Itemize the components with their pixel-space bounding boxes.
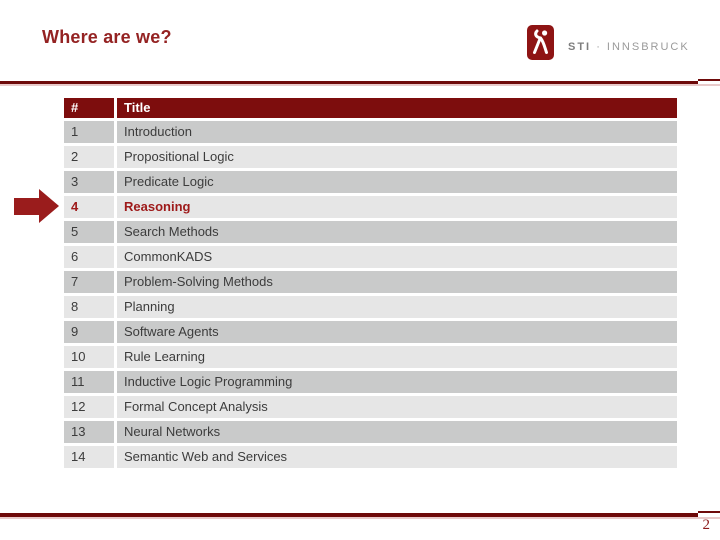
row-number: 11	[64, 371, 114, 393]
logo-text-sti: STI	[568, 41, 592, 53]
table-header-number: #	[64, 98, 114, 118]
row-title: Problem-Solving Methods	[117, 271, 677, 293]
row-number: 4	[64, 196, 114, 218]
table-row: 2 Propositional Logic	[64, 146, 677, 168]
row-title: Semantic Web and Services	[117, 446, 677, 468]
row-number: 13	[64, 421, 114, 443]
current-topic-arrow-icon	[14, 198, 39, 215]
logo-text-separator: ·	[596, 41, 602, 53]
logo-text-innsbruck: INNSBRUCK	[606, 41, 690, 53]
page-title: Where are we?	[42, 27, 172, 47]
table-row: 9 Software Agents	[64, 321, 677, 343]
table-row: 5 Search Methods	[64, 221, 677, 243]
lecture-toc-table: # Title 1 Introduction 2 Propositional L…	[64, 98, 677, 471]
header-divider-line-step	[698, 79, 720, 81]
sti-logo-icon	[527, 25, 554, 60]
header-divider-shadow	[0, 84, 720, 86]
current-topic-arrow-icon-head	[39, 189, 59, 223]
table-row: 8 Planning	[64, 296, 677, 318]
footer-divider-line-step	[698, 511, 720, 513]
footer-divider-line	[0, 513, 698, 517]
row-number: 7	[64, 271, 114, 293]
row-title: Neural Networks	[117, 421, 677, 443]
row-number: 10	[64, 346, 114, 368]
table-header-title: Title	[117, 98, 677, 118]
row-number: 9	[64, 321, 114, 343]
table-row: 6 CommonKADS	[64, 246, 677, 268]
row-number: 1	[64, 121, 114, 143]
row-title: Inductive Logic Programming	[117, 371, 677, 393]
table-row: 12 Formal Concept Analysis	[64, 396, 677, 418]
table-row: 7 Problem-Solving Methods	[64, 271, 677, 293]
row-title: Rule Learning	[117, 346, 677, 368]
table-row: 4 Reasoning	[64, 196, 677, 218]
row-number: 5	[64, 221, 114, 243]
row-number: 14	[64, 446, 114, 468]
row-title: Formal Concept Analysis	[117, 396, 677, 418]
row-number: 12	[64, 396, 114, 418]
row-title: Search Methods	[117, 221, 677, 243]
logo-wordmark: STI · INNSBRUCK	[568, 41, 690, 53]
table-body: 1 Introduction 2 Propositional Logic 3 P…	[64, 121, 677, 468]
table-row: 1 Introduction	[64, 121, 677, 143]
table-row: 11 Inductive Logic Programming	[64, 371, 677, 393]
row-number: 6	[64, 246, 114, 268]
row-title: Propositional Logic	[117, 146, 677, 168]
footer-divider-shadow	[0, 517, 720, 519]
table-row: 3 Predicate Logic	[64, 171, 677, 193]
row-number: 2	[64, 146, 114, 168]
page-number: 2	[702, 517, 711, 533]
header-divider-line	[0, 81, 698, 84]
table-header-row: # Title	[64, 98, 677, 118]
row-title: Introduction	[117, 121, 677, 143]
row-title: Reasoning	[117, 196, 677, 218]
row-title: Planning	[117, 296, 677, 318]
table-row: 13 Neural Networks	[64, 421, 677, 443]
row-title: Predicate Logic	[117, 171, 677, 193]
table-row: 14 Semantic Web and Services	[64, 446, 677, 468]
row-number: 3	[64, 171, 114, 193]
row-number: 8	[64, 296, 114, 318]
row-title: CommonKADS	[117, 246, 677, 268]
table-row: 10 Rule Learning	[64, 346, 677, 368]
row-title: Software Agents	[117, 321, 677, 343]
